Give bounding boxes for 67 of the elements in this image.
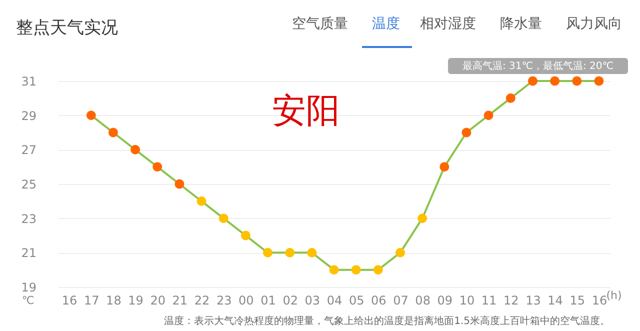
point xyxy=(550,76,560,86)
x-tick-label: 04 xyxy=(326,294,342,308)
text: 空气质量 xyxy=(292,16,348,32)
text: 最高气温: 31℃，最低气温: 20℃ xyxy=(462,60,614,72)
point xyxy=(218,214,228,224)
point xyxy=(285,248,295,258)
point xyxy=(240,230,250,240)
text: 降水量 xyxy=(500,16,542,32)
point xyxy=(484,110,494,120)
point xyxy=(572,76,582,86)
point xyxy=(174,179,184,189)
text: 相对湿度 xyxy=(420,16,476,32)
x-tick-label: 23 xyxy=(216,294,232,308)
point xyxy=(418,214,428,224)
x-tick-label: 20 xyxy=(150,294,166,308)
y-tick-label: 25 xyxy=(21,178,36,192)
x-tick-label: 19 xyxy=(128,294,144,308)
x-tick-label: 02 xyxy=(282,294,298,308)
point xyxy=(86,110,96,120)
y-axis-title: ℃ xyxy=(22,294,34,307)
point xyxy=(108,128,118,138)
point xyxy=(395,248,405,258)
x-axis-title: (h) xyxy=(606,289,622,302)
text: 温度：表示大气冷热程度的物理量，气象上给出的温度是指离地面1.5米高度上百叶箱中的空气温度。 xyxy=(164,315,610,327)
point xyxy=(462,128,472,138)
x-tick-label: 14 xyxy=(548,294,563,308)
point xyxy=(506,93,516,103)
x-tick-label: 12 xyxy=(504,294,519,308)
point xyxy=(329,265,339,275)
point xyxy=(263,248,273,258)
y-tick-label: 31 xyxy=(21,74,36,88)
x-tick-label: 22 xyxy=(194,294,210,308)
x-tick-label: 08 xyxy=(415,294,430,308)
x-tick-label: 21 xyxy=(172,294,188,308)
point xyxy=(594,76,604,86)
text: 风力风向 xyxy=(566,16,622,32)
x-tick-label: 10 xyxy=(459,294,475,308)
point xyxy=(152,162,162,172)
x-tick-label: 16 xyxy=(592,294,608,308)
y-tick-label: 27 xyxy=(21,143,36,158)
x-tick-label: 13 xyxy=(526,294,541,308)
point xyxy=(130,144,140,154)
chart-title: 整点天气实况 xyxy=(16,18,118,38)
x-tick-label: 18 xyxy=(106,294,122,308)
point xyxy=(307,248,317,258)
y-tick-label: 21 xyxy=(21,246,36,260)
y-tick-label: 29 xyxy=(21,108,36,123)
x-tick-label: 17 xyxy=(84,294,100,308)
x-tick-label: 09 xyxy=(437,294,453,308)
x-tick-label: 05 xyxy=(348,294,364,308)
x-tick-label: 07 xyxy=(393,294,408,308)
x-tick-label: 11 xyxy=(481,294,497,308)
point xyxy=(351,265,361,275)
annotation: 安阳 xyxy=(272,91,340,131)
y-tick-label: 19 xyxy=(21,280,36,294)
point xyxy=(440,162,450,172)
text: 温度 xyxy=(372,16,400,32)
y-tick-label: 23 xyxy=(21,212,36,226)
x-tick-label: 16 xyxy=(62,294,78,308)
x-tick-label: 01 xyxy=(260,294,276,308)
point xyxy=(373,265,383,275)
point xyxy=(528,76,538,86)
x-tick-label: 00 xyxy=(238,294,254,308)
x-tick-label: 06 xyxy=(371,294,386,308)
point xyxy=(196,196,206,206)
x-tick-label: 15 xyxy=(570,294,586,308)
x-tick-label: 03 xyxy=(304,294,320,308)
